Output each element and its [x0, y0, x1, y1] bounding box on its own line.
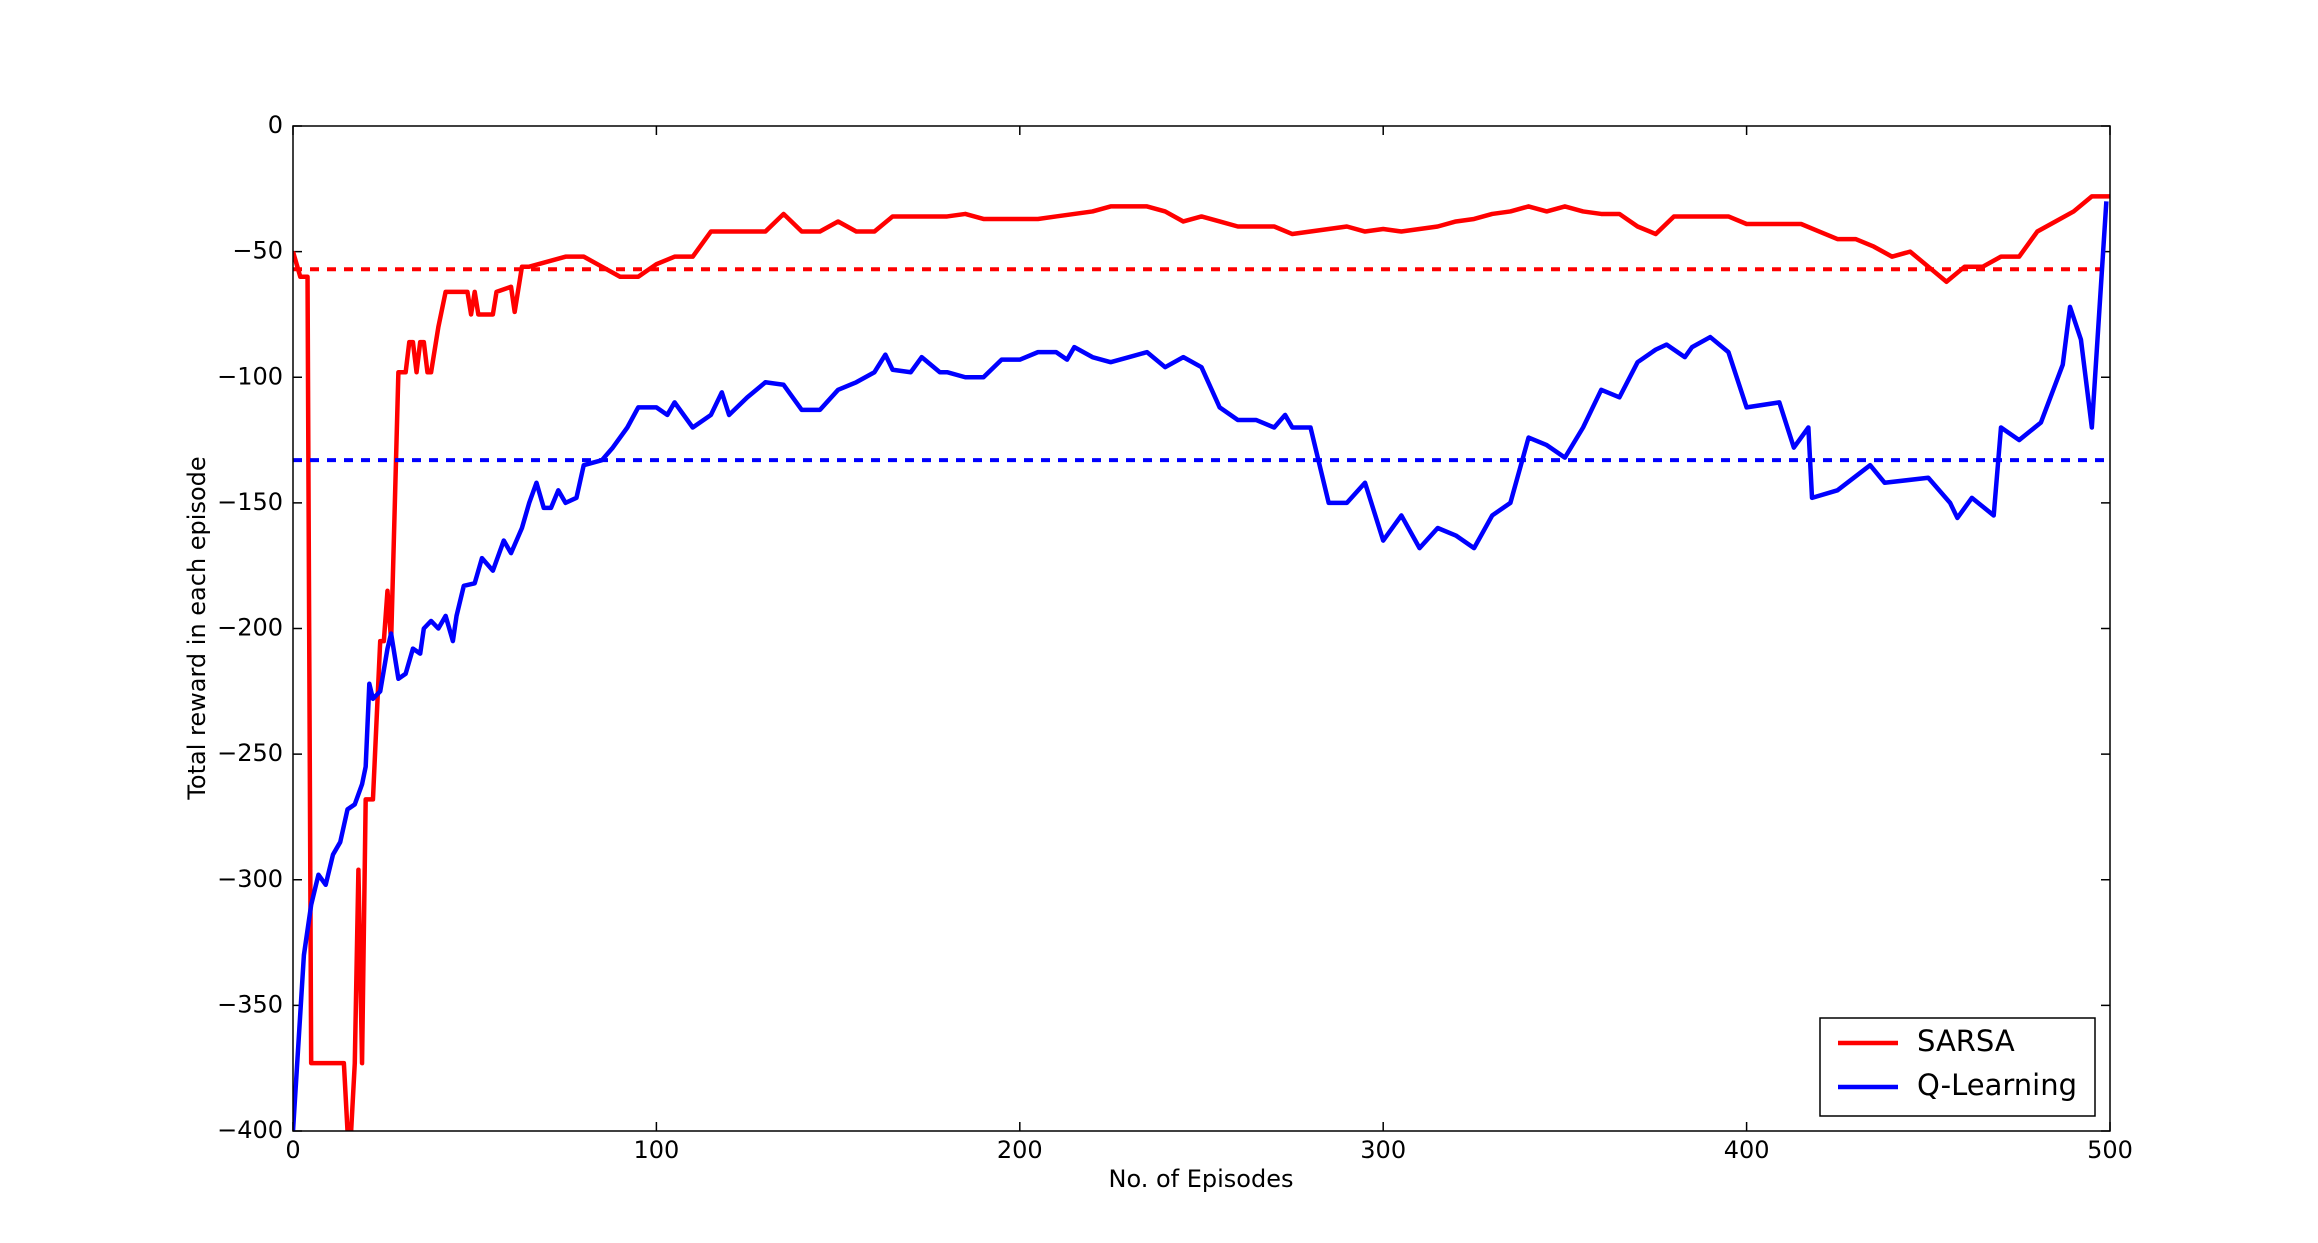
legend-label: Q-Learning [1917, 1068, 2077, 1102]
y-tick-label: −150 [217, 488, 283, 516]
y-tick-label: −400 [217, 1116, 283, 1144]
y-tick-label: 0 [268, 111, 283, 139]
plot-area [293, 194, 2110, 1131]
y-tick-label: −50 [232, 237, 283, 265]
x-axis-label: No. of Episodes [1109, 1165, 1294, 1193]
x-tick-label: 0 [285, 1136, 300, 1164]
legend-box [1819, 1017, 2096, 1117]
x-tick-label: 100 [633, 1136, 679, 1164]
y-tick-label: −100 [217, 362, 283, 390]
y-tick-label: −200 [217, 614, 283, 642]
y-axis-label: Total reward in each episode [183, 456, 211, 800]
y-tick-label: −250 [217, 739, 283, 767]
x-tick-label: 500 [2087, 1136, 2133, 1164]
plot-frame [292, 125, 2111, 1132]
x-tick-label: 300 [1360, 1136, 1406, 1164]
series-line [293, 201, 2109, 1131]
y-tick-label: −350 [217, 990, 283, 1018]
series-line [293, 194, 2110, 1131]
legend-label: SARSA [1917, 1024, 2015, 1058]
x-tick-label: 200 [997, 1136, 1043, 1164]
y-tick-label: −300 [217, 865, 283, 893]
x-tick-label: 400 [1724, 1136, 1770, 1164]
